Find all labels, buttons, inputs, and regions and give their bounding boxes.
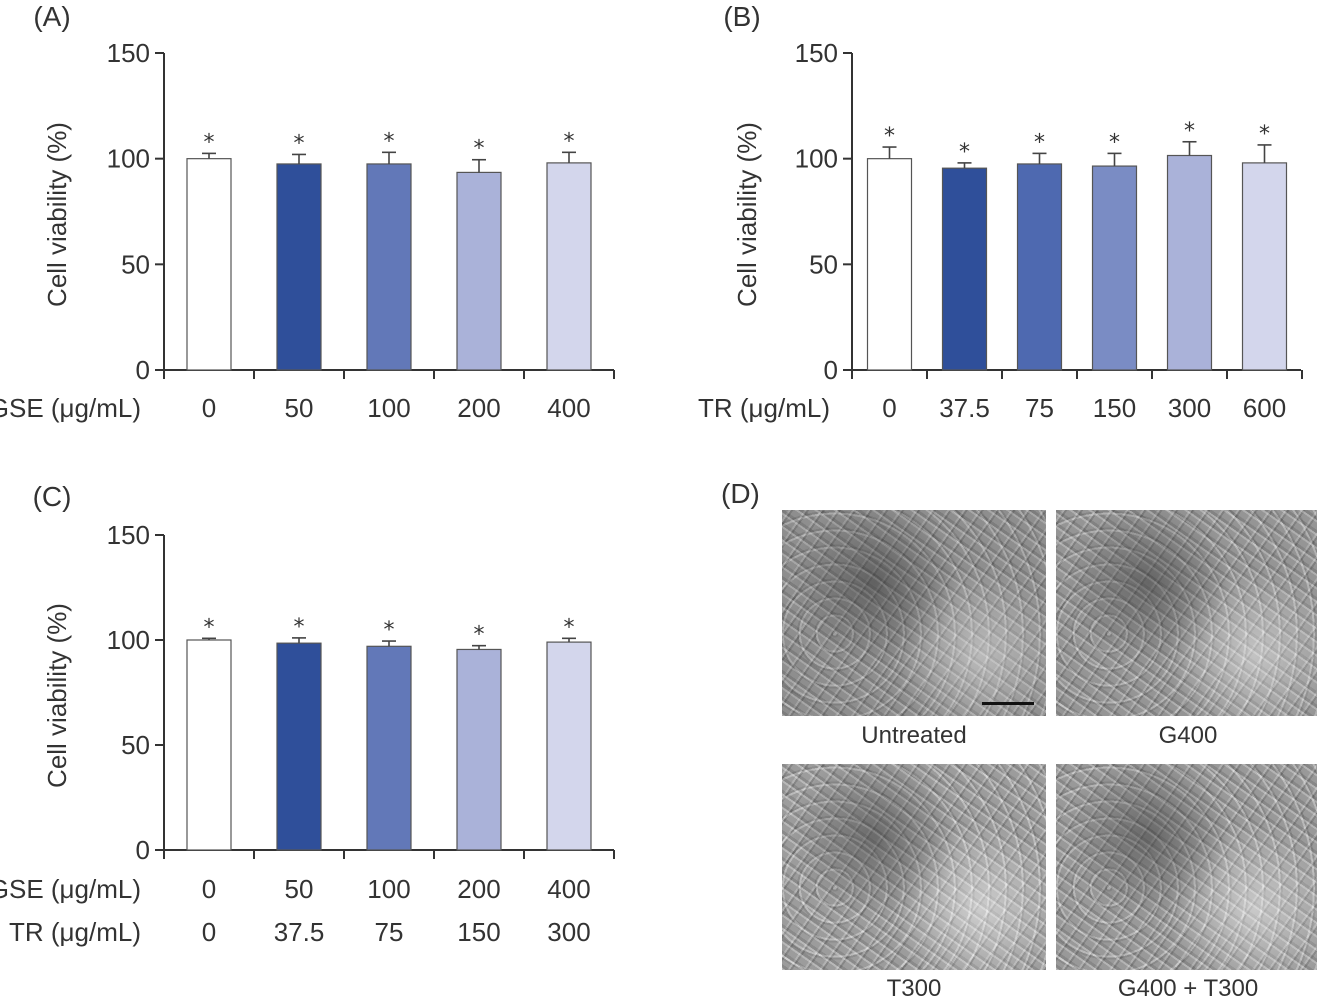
x-axis-title: GSE (μg/mL) <box>0 874 141 904</box>
x-tick-label: 50 <box>285 393 314 423</box>
bar <box>1016 163 1063 371</box>
x-tick-label: 100 <box>367 874 410 904</box>
bar <box>1241 162 1288 371</box>
y-axis-title: Cell viability (%) <box>42 122 72 307</box>
significance-star: * <box>384 618 395 643</box>
significance-star: * <box>384 129 395 154</box>
x-tick-label: 75 <box>375 917 404 947</box>
x-tick-label: 400 <box>547 874 590 904</box>
micrograph-panel: (D) Untreated G400 T300 G400 + T300 <box>718 474 1317 1002</box>
micrograph-untreated <box>782 510 1046 716</box>
bar <box>546 162 592 371</box>
bar <box>1091 165 1138 371</box>
micrograph-g400 <box>1056 510 1317 716</box>
y-tick-label: 0 <box>136 355 150 385</box>
y-axis-title: Cell viability (%) <box>42 603 72 788</box>
significance-star: * <box>1109 130 1120 155</box>
significance-star: * <box>1034 130 1045 155</box>
y-tick-label: 0 <box>824 355 838 385</box>
panel-letter: (B) <box>723 1 760 32</box>
bar <box>941 167 988 371</box>
micrograph-g400-t300 <box>1056 764 1317 970</box>
significance-star: * <box>474 623 485 648</box>
panel-letter: (C) <box>33 481 72 512</box>
significance-star: * <box>204 615 215 640</box>
x-tick-label: 0 <box>202 874 216 904</box>
y-tick-label: 150 <box>107 38 150 68</box>
bar <box>456 648 502 851</box>
bar <box>366 163 412 371</box>
micrograph-t300 <box>782 764 1046 970</box>
significance-star: * <box>1184 119 1195 144</box>
x-tick-label: 100 <box>367 393 410 423</box>
x-tick-label: 150 <box>1093 393 1136 423</box>
y-tick-label: 50 <box>121 249 150 279</box>
significance-star: * <box>564 615 575 640</box>
micrograph-caption: T300 <box>886 975 942 1002</box>
y-tick-label: 100 <box>795 144 838 174</box>
significance-star: * <box>474 137 485 162</box>
x-tick-label: 150 <box>457 917 500 947</box>
x-tick-label: 200 <box>457 874 500 904</box>
y-tick-label: 100 <box>107 144 150 174</box>
y-tick-label: 50 <box>809 249 838 279</box>
micrograph-caption: G400 <box>1158 722 1218 749</box>
y-tick-label: 50 <box>121 730 150 760</box>
significance-star: * <box>564 129 575 154</box>
micrograph-caption: G400 + T300 <box>1117 975 1259 1002</box>
y-axis-title: Cell viability (%) <box>732 122 762 307</box>
x-tick-label: 300 <box>547 917 590 947</box>
x-tick-label: 50 <box>285 874 314 904</box>
significance-star: * <box>294 131 305 156</box>
y-tick-label: 150 <box>795 38 838 68</box>
significance-star: * <box>884 124 895 149</box>
bar <box>1166 154 1213 371</box>
bar <box>186 158 232 371</box>
bar <box>276 163 322 371</box>
scale-bar <box>982 702 1034 705</box>
x-tick-label: 0 <box>202 917 216 947</box>
y-tick-label: 0 <box>136 835 150 865</box>
bar <box>276 642 322 851</box>
chart-b: (B) 0 50 100 150 Cell viability (%) * * * * * * TR (… <box>698 1 1303 423</box>
significance-star: * <box>1259 122 1270 147</box>
chart-c: (C) 0 50 100 150 Cell viability (%) * * * * * GSE (… <box>0 481 615 947</box>
significance-star: * <box>204 130 215 155</box>
x-axis-title: GSE (μg/mL) <box>0 393 141 423</box>
x-axis-title: TR (μg/mL) <box>698 393 830 423</box>
panel-letter-d: (D) <box>721 478 760 509</box>
significance-star: * <box>294 615 305 640</box>
bar <box>456 171 502 371</box>
bar <box>546 641 592 851</box>
x-tick-label: 0 <box>882 393 896 423</box>
x-tick-label: 300 <box>1168 393 1211 423</box>
x-tick-label: 400 <box>547 393 590 423</box>
bar <box>866 158 913 371</box>
x-tick-label: 37.5 <box>939 393 990 423</box>
micrograph-caption: Untreated <box>861 722 967 749</box>
significance-star: * <box>959 140 970 165</box>
x-tick-label: 200 <box>457 393 500 423</box>
bar <box>186 639 232 851</box>
x-tick-label: 600 <box>1243 393 1286 423</box>
chart-a: (A) 0 50 100 150 Cell viability (%) * * * * * GSE (… <box>0 1 615 423</box>
x-tick-label: 0 <box>202 393 216 423</box>
bar <box>366 645 412 851</box>
x-axis-title: TR (μg/mL) <box>9 917 141 947</box>
x-tick-label: 37.5 <box>274 917 325 947</box>
y-tick-label: 100 <box>107 625 150 655</box>
x-tick-label: 75 <box>1025 393 1054 423</box>
y-tick-label: 150 <box>107 520 150 550</box>
panel-letter: (A) <box>33 1 70 32</box>
